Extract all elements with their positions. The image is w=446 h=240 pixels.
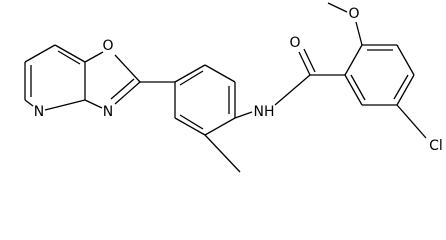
atom-label: N	[34, 104, 44, 120]
bonds	[24, 2, 427, 173]
atom-label: O	[348, 6, 359, 22]
atom-label: N	[103, 104, 113, 120]
atom-label: O	[102, 38, 113, 54]
atom-label: NH	[254, 104, 275, 120]
atom-label: O	[289, 35, 300, 51]
molecule: O O NH Cl O N N	[24, 2, 443, 173]
atom-label: Cl	[429, 138, 443, 154]
